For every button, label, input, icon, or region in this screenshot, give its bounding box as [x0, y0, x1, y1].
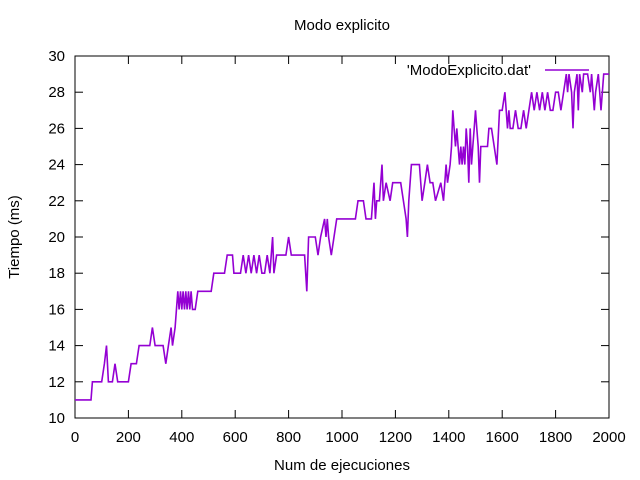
legend: 'ModoExplicito.dat' [407, 62, 589, 79]
y-tick-label: 26 [48, 120, 65, 137]
y-tick-label: 10 [48, 410, 65, 427]
series-line [75, 73, 609, 401]
x-tick-label: 1400 [432, 429, 465, 446]
legend-label: 'ModoExplicito.dat' [407, 62, 531, 79]
y-tick-label: 14 [48, 338, 65, 355]
x-tick-label: 600 [223, 429, 248, 446]
x-tick-label: 400 [169, 429, 194, 446]
y-tick-label: 30 [48, 48, 65, 65]
y-axis-title: Tiempo (ms) [6, 195, 23, 279]
x-tick-label: 200 [116, 429, 141, 446]
x-tick-label: 1000 [325, 429, 358, 446]
chart-title: Modo explicito [294, 17, 390, 34]
y-tick-label: 12 [48, 374, 65, 391]
x-tick-label: 1800 [539, 429, 572, 446]
y-tick-label: 28 [48, 84, 65, 101]
y-tick-label: 20 [48, 229, 65, 246]
x-axis-title: Num de ejecuciones [274, 457, 410, 474]
x-tick-label: 1200 [379, 429, 412, 446]
y-tick-label: 24 [48, 157, 65, 174]
y-tick-label: 16 [48, 301, 65, 318]
series-layer [75, 73, 609, 401]
y-tick-label: 22 [48, 193, 65, 210]
x-tick-label: 2000 [592, 429, 625, 446]
y-axis: 10 12 14 16 18 20 22 24 26 28 30 [48, 48, 609, 427]
x-tick-label: 0 [71, 429, 79, 446]
y-tick-label: 18 [48, 265, 65, 282]
x-axis: 0 200 400 600 800 1000 1200 1400 1600 1800 2000 [71, 56, 626, 446]
x-tick-label: 1600 [486, 429, 519, 446]
x-tick-label: 800 [276, 429, 301, 446]
